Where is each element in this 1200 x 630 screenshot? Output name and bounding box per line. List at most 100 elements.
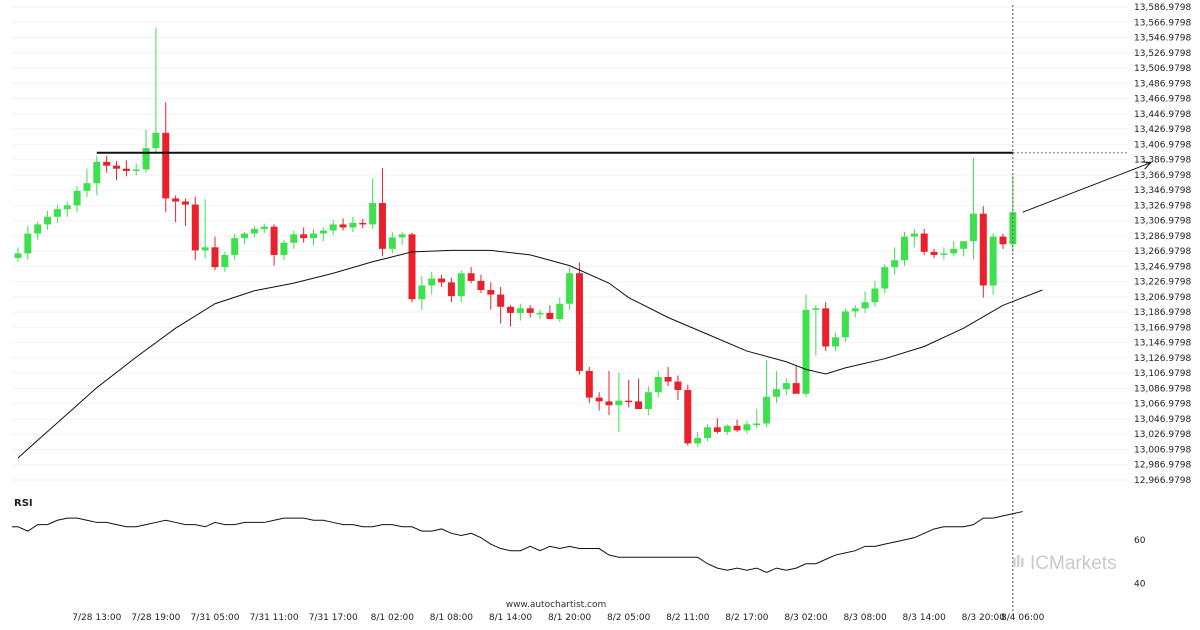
bear-candle <box>713 427 721 432</box>
bull-candle <box>989 236 997 286</box>
bear-candle <box>487 290 495 295</box>
y-tick-label: 13,066.9798 <box>1134 400 1192 410</box>
y-tick-label: 13,226.9798 <box>1134 278 1192 288</box>
bull-candle <box>763 396 771 424</box>
bear-candle <box>979 213 987 286</box>
rsi-line <box>17 511 1023 573</box>
bull-candle <box>802 309 810 394</box>
x-tick-label: 8/3 08:00 <box>843 613 887 623</box>
bull-candle <box>812 308 820 310</box>
bear-candle <box>595 397 603 402</box>
y-tick-label: 13,506.9798 <box>1134 64 1192 74</box>
bear-candle <box>585 370 593 398</box>
y-tick-label: 13,586.9798 <box>1134 3 1192 13</box>
bull-candle <box>63 205 71 210</box>
bull-candle <box>782 383 790 390</box>
y-tick-label: 13,526.9798 <box>1134 49 1192 59</box>
y-tick-label: 13,426.9798 <box>1134 125 1192 135</box>
bull-candle <box>871 288 879 303</box>
y-tick-label: 13,166.9798 <box>1134 323 1192 333</box>
axis-labels: 13,586.9798 13,566.9798 13,546.9798 13,526.… <box>72 3 1191 623</box>
bull-candle <box>241 233 249 239</box>
bear-candle <box>920 233 928 252</box>
x-tick-label: 8/3 20:00 <box>962 613 1006 623</box>
bull-candle <box>83 183 91 191</box>
y-tick-label: 13,486.9798 <box>1134 79 1192 89</box>
bull-candle <box>201 247 209 251</box>
moving-average-line <box>17 249 1043 459</box>
y-tick-label: 13,306.9798 <box>1134 217 1192 227</box>
y-tick-label: 13,026.9798 <box>1134 430 1192 440</box>
bull-candle <box>290 234 298 243</box>
bear-candle <box>526 308 534 313</box>
candles-layer <box>14 27 1017 448</box>
bull-candle <box>940 253 948 255</box>
rsi-panel: RSI 60 40 <box>12 498 1146 589</box>
bear-candle <box>181 201 189 205</box>
bull-candle <box>231 238 239 255</box>
brand-logo: ICMarkets <box>1013 553 1117 574</box>
bear-candle <box>664 376 672 382</box>
x-tick-label: 7/28 13:00 <box>72 613 121 623</box>
bear-candle <box>930 251 938 255</box>
x-tick-label: 7/31 11:00 <box>250 613 299 623</box>
y-tick-label: 13,006.9798 <box>1134 445 1192 455</box>
y-tick-label: 13,126.9798 <box>1134 354 1192 364</box>
bear-candle <box>605 401 613 406</box>
bear-candle <box>378 203 386 249</box>
bear-candle <box>477 280 485 291</box>
y-tick-label: 13,106.9798 <box>1134 369 1192 379</box>
bull-candle <box>615 400 623 406</box>
y-tick-label: 13,206.9798 <box>1134 293 1192 303</box>
y-tick-label: 13,266.9798 <box>1134 247 1192 257</box>
bull-candle <box>329 224 337 231</box>
bull-candle <box>566 273 574 304</box>
bull-candle <box>152 132 160 149</box>
bear-candle <box>103 161 111 166</box>
bear-candle <box>438 278 446 283</box>
bull-candle <box>861 302 869 309</box>
bear-candle <box>270 226 278 255</box>
grid-layer <box>12 6 1128 481</box>
rsi-label: RSI <box>14 498 33 509</box>
y-tick-label: 13,346.9798 <box>1134 186 1192 196</box>
bull-candle <box>832 337 840 347</box>
bull-candle <box>841 311 849 338</box>
bull-candle <box>24 233 32 254</box>
bull-candle <box>536 312 544 315</box>
bull-candle <box>349 222 357 228</box>
bull-candle <box>516 308 524 313</box>
bear-candle <box>191 204 199 251</box>
y-tick-label: 13,146.9798 <box>1134 339 1192 349</box>
watermark-url: www.autochartist.com <box>506 600 607 610</box>
bull-candle <box>457 273 465 297</box>
bull-candle <box>34 224 42 234</box>
bear-candle <box>822 308 830 347</box>
bear-candle <box>113 165 120 169</box>
x-tick-label: 7/28 19:00 <box>131 613 180 623</box>
bear-candle <box>507 306 514 313</box>
indicator-lines <box>17 5 1152 612</box>
bear-candle <box>172 198 180 202</box>
bull-candle <box>644 392 652 410</box>
bull-candle <box>388 237 396 249</box>
bull-candle <box>418 285 426 300</box>
bull-candle <box>694 438 702 444</box>
bear-candle <box>546 312 554 320</box>
bull-candle <box>969 213 977 242</box>
y-tick-label: 13,286.9798 <box>1134 232 1192 242</box>
bear-candle <box>575 273 583 371</box>
bear-candle <box>792 383 800 394</box>
bull-candle <box>950 248 958 254</box>
x-tick-label: 8/1 20:00 <box>548 613 592 623</box>
y-tick-label: 13,546.9798 <box>1134 34 1192 44</box>
bear-candle <box>625 400 633 403</box>
brand-name: ICMarkets <box>1030 553 1117 574</box>
bull-candle <box>772 389 780 397</box>
bull-candle <box>250 228 258 234</box>
y-tick-label: 13,046.9798 <box>1134 415 1192 425</box>
x-tick-label: 8/3 02:00 <box>784 613 828 623</box>
bull-candle <box>398 234 406 238</box>
bull-candle <box>14 253 22 258</box>
x-tick-label: 7/31 05:00 <box>190 613 239 623</box>
